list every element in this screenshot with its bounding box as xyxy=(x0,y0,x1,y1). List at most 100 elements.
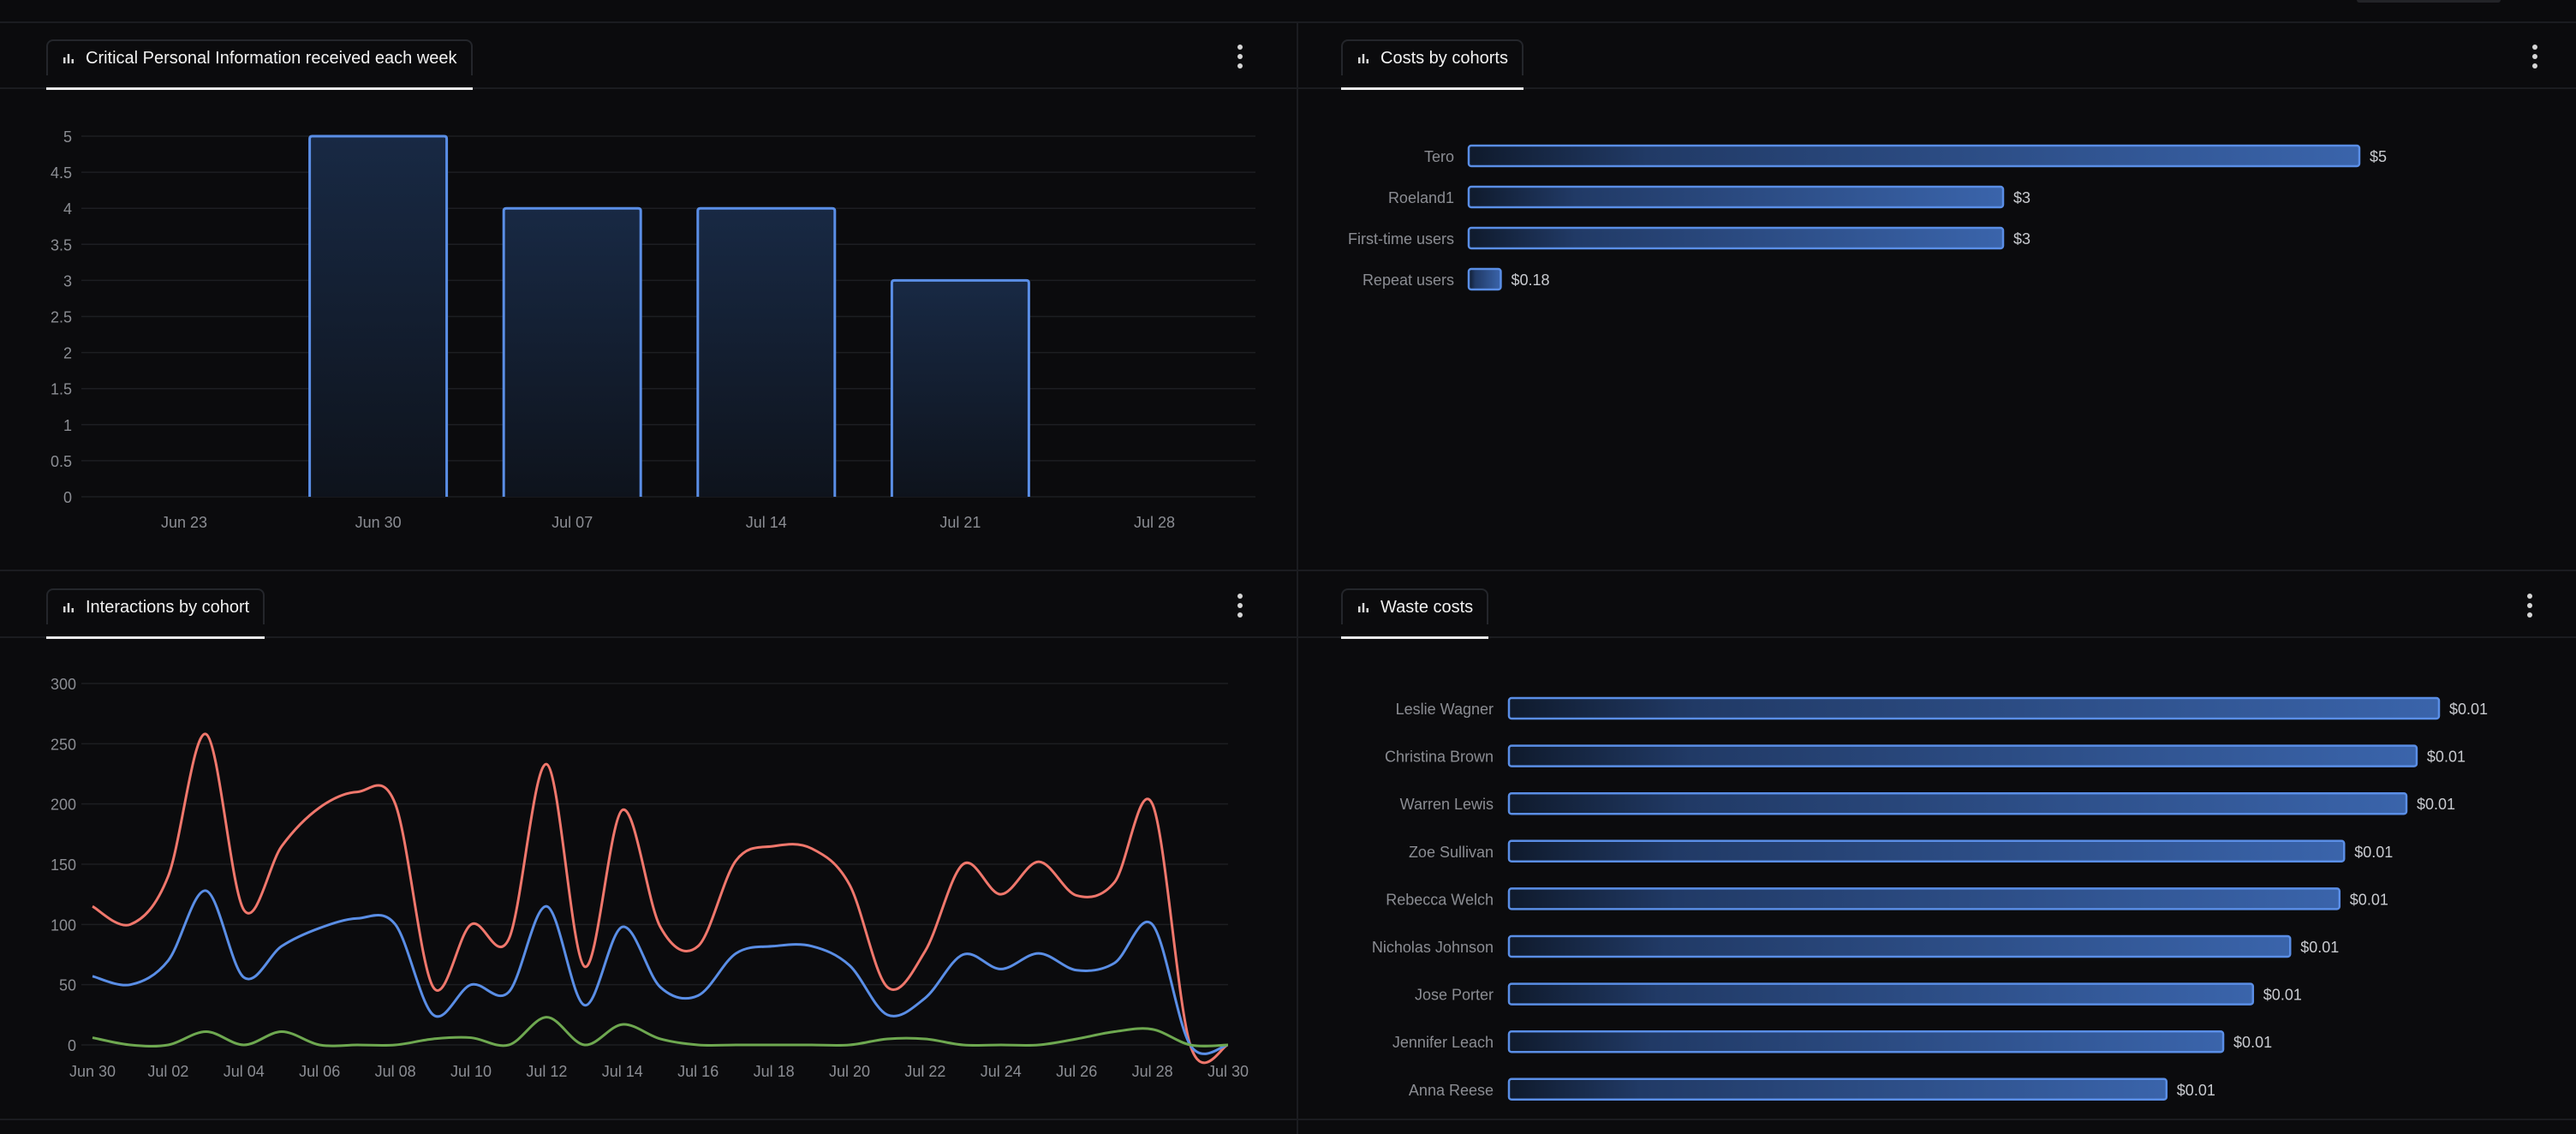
x-tick-label: Jul 07 xyxy=(552,514,593,531)
x-tick-label: Jul 14 xyxy=(746,514,787,531)
y-tick-label: 1 xyxy=(63,417,72,434)
critical-info-bar-chart: 0 0.5 1 1.5 2 2.5 3 3.5 4 4.5 5 Jun 23 Jun 30 Jul 07 J… xyxy=(51,128,1255,531)
series-line xyxy=(92,1016,1229,1048)
x-tick-label: Jul 24 xyxy=(981,1063,1022,1080)
more-options-icon[interactable] xyxy=(1231,45,1249,69)
y-tick-label: 3.5 xyxy=(51,236,72,254)
bar xyxy=(1507,1030,2225,1053)
top-border xyxy=(0,21,2576,23)
value-label: $5 xyxy=(2370,148,2387,165)
value-label: $0.01 xyxy=(2177,1082,2215,1099)
panel-header: Interactions by cohort xyxy=(0,571,1297,639)
bar xyxy=(1507,791,2408,815)
y-tick-label: 100 xyxy=(51,916,76,934)
y-tick-label: 250 xyxy=(51,736,76,753)
value-label: $0.01 xyxy=(2449,701,2488,718)
x-tick-label: Jul 26 xyxy=(1056,1063,1097,1080)
y-tick-label: 150 xyxy=(51,856,76,874)
y-tick-label: 2.5 xyxy=(51,309,72,326)
panel-title-tab[interactable]: Costs by cohorts xyxy=(1341,39,1524,90)
y-tick-label: 300 xyxy=(51,676,76,693)
y-tick-label: 0.5 xyxy=(51,453,72,470)
panel-critical-info: Critical Personal Information received e… xyxy=(0,22,1297,570)
panel-divider-vertical xyxy=(1297,22,1298,1134)
x-tick-label: Jul 20 xyxy=(829,1063,870,1080)
panel-waste-costs: Waste costs Leslie Wagner $0.01 Christina … xyxy=(1298,571,2576,1119)
x-tick-label: Jul 30 xyxy=(1208,1063,1249,1080)
y-tick-label: 2 xyxy=(63,345,72,362)
value-label: $3 xyxy=(2013,189,2030,206)
x-tick-label: Jul 02 xyxy=(147,1063,188,1080)
series-line xyxy=(92,889,1229,1055)
panel-header: Waste costs xyxy=(1298,571,2576,639)
more-options-icon[interactable] xyxy=(1231,594,1249,618)
y-tick-label: 3 xyxy=(63,272,72,289)
bar-chart-icon xyxy=(63,603,74,612)
value-label: $0.01 xyxy=(2417,796,2455,813)
x-tick-label: Jul 10 xyxy=(450,1063,492,1080)
value-label: $0.01 xyxy=(2233,1034,2272,1051)
panel-title-tab[interactable]: Critical Personal Information received e… xyxy=(46,39,473,90)
x-tick-label: Jul 28 xyxy=(1132,1063,1173,1080)
tab-underline xyxy=(46,87,473,90)
bar xyxy=(1507,934,2292,958)
more-options-icon[interactable] xyxy=(2521,594,2538,618)
bar xyxy=(890,278,1030,497)
category-label: Warren Lewis xyxy=(1400,796,1494,813)
panel-header: Critical Personal Information received e… xyxy=(0,22,1297,90)
bar xyxy=(1507,887,2341,910)
y-tick-label: 4 xyxy=(63,200,72,218)
tab-underline xyxy=(1341,87,1524,90)
panel-title: Interactions by cohort xyxy=(86,597,250,617)
category-label: Zoe Sullivan xyxy=(1409,844,1494,861)
category-label: Rebecca Welch xyxy=(1386,891,1494,908)
y-tick-label: 200 xyxy=(51,797,76,814)
bar xyxy=(1507,744,2418,767)
bar xyxy=(1467,226,2005,250)
x-tick-label: Jun 30 xyxy=(69,1063,116,1080)
bar xyxy=(308,134,449,497)
category-label: Christina Brown xyxy=(1385,749,1494,766)
panel-costs-by-cohorts: Costs by cohorts Tero $5 Roeland1 $3 First-t… xyxy=(1298,22,2576,570)
x-tick-label: Jul 18 xyxy=(754,1063,795,1080)
bar xyxy=(696,206,837,497)
x-tick-label: Jul 21 xyxy=(939,514,981,531)
bottom-border xyxy=(0,1119,2576,1120)
value-label: $0.01 xyxy=(2427,749,2466,766)
y-tick-label: 4.5 xyxy=(51,164,72,182)
bar xyxy=(1467,185,2005,209)
value-label: $0.01 xyxy=(2350,891,2388,908)
value-label: $0.01 xyxy=(2263,987,2302,1004)
panel-title: Waste costs xyxy=(1380,597,1474,617)
x-tick-label: Jun 23 xyxy=(161,514,207,531)
x-tick-label: Jul 08 xyxy=(375,1063,416,1080)
category-label: Leslie Wagner xyxy=(1396,701,1494,718)
bar xyxy=(1507,839,2346,863)
value-label: $0.01 xyxy=(2354,844,2393,861)
panel-title: Critical Personal Information received e… xyxy=(86,48,457,68)
bar-chart-icon xyxy=(1358,603,1368,612)
panel-interactions-by-cohort: Interactions by cohort 0 50 100 150 200 250 30… xyxy=(0,571,1297,1119)
panel-title-tab[interactable]: Waste costs xyxy=(1341,588,1489,639)
category-label: Anna Reese xyxy=(1409,1082,1494,1099)
x-tick-label: Jul 12 xyxy=(526,1063,567,1080)
category-label: Jose Porter xyxy=(1415,987,1494,1004)
top-toolbar-stub xyxy=(2357,0,2501,3)
panel-title-tab[interactable]: Interactions by cohort xyxy=(46,588,265,639)
bar-chart-icon xyxy=(1358,54,1368,63)
value-label: $0.18 xyxy=(1511,272,1549,289)
x-tick-label: Jun 30 xyxy=(355,514,402,531)
value-label: $0.01 xyxy=(2300,939,2339,956)
category-label: Repeat users xyxy=(1363,272,1454,289)
category-label: Nicholas Johnson xyxy=(1372,939,1494,956)
bar xyxy=(1507,696,2441,720)
more-options-icon[interactable] xyxy=(2526,45,2543,69)
x-tick-label: Jul 04 xyxy=(224,1063,265,1080)
category-label: Roeland1 xyxy=(1388,189,1454,206)
category-label: First-time users xyxy=(1348,230,1454,248)
bar xyxy=(1507,1077,2168,1101)
x-tick-label: Jul 06 xyxy=(299,1063,340,1080)
category-label: Tero xyxy=(1424,148,1454,165)
x-tick-label: Jul 28 xyxy=(1134,514,1175,531)
panel-header: Costs by cohorts xyxy=(1298,22,2576,90)
